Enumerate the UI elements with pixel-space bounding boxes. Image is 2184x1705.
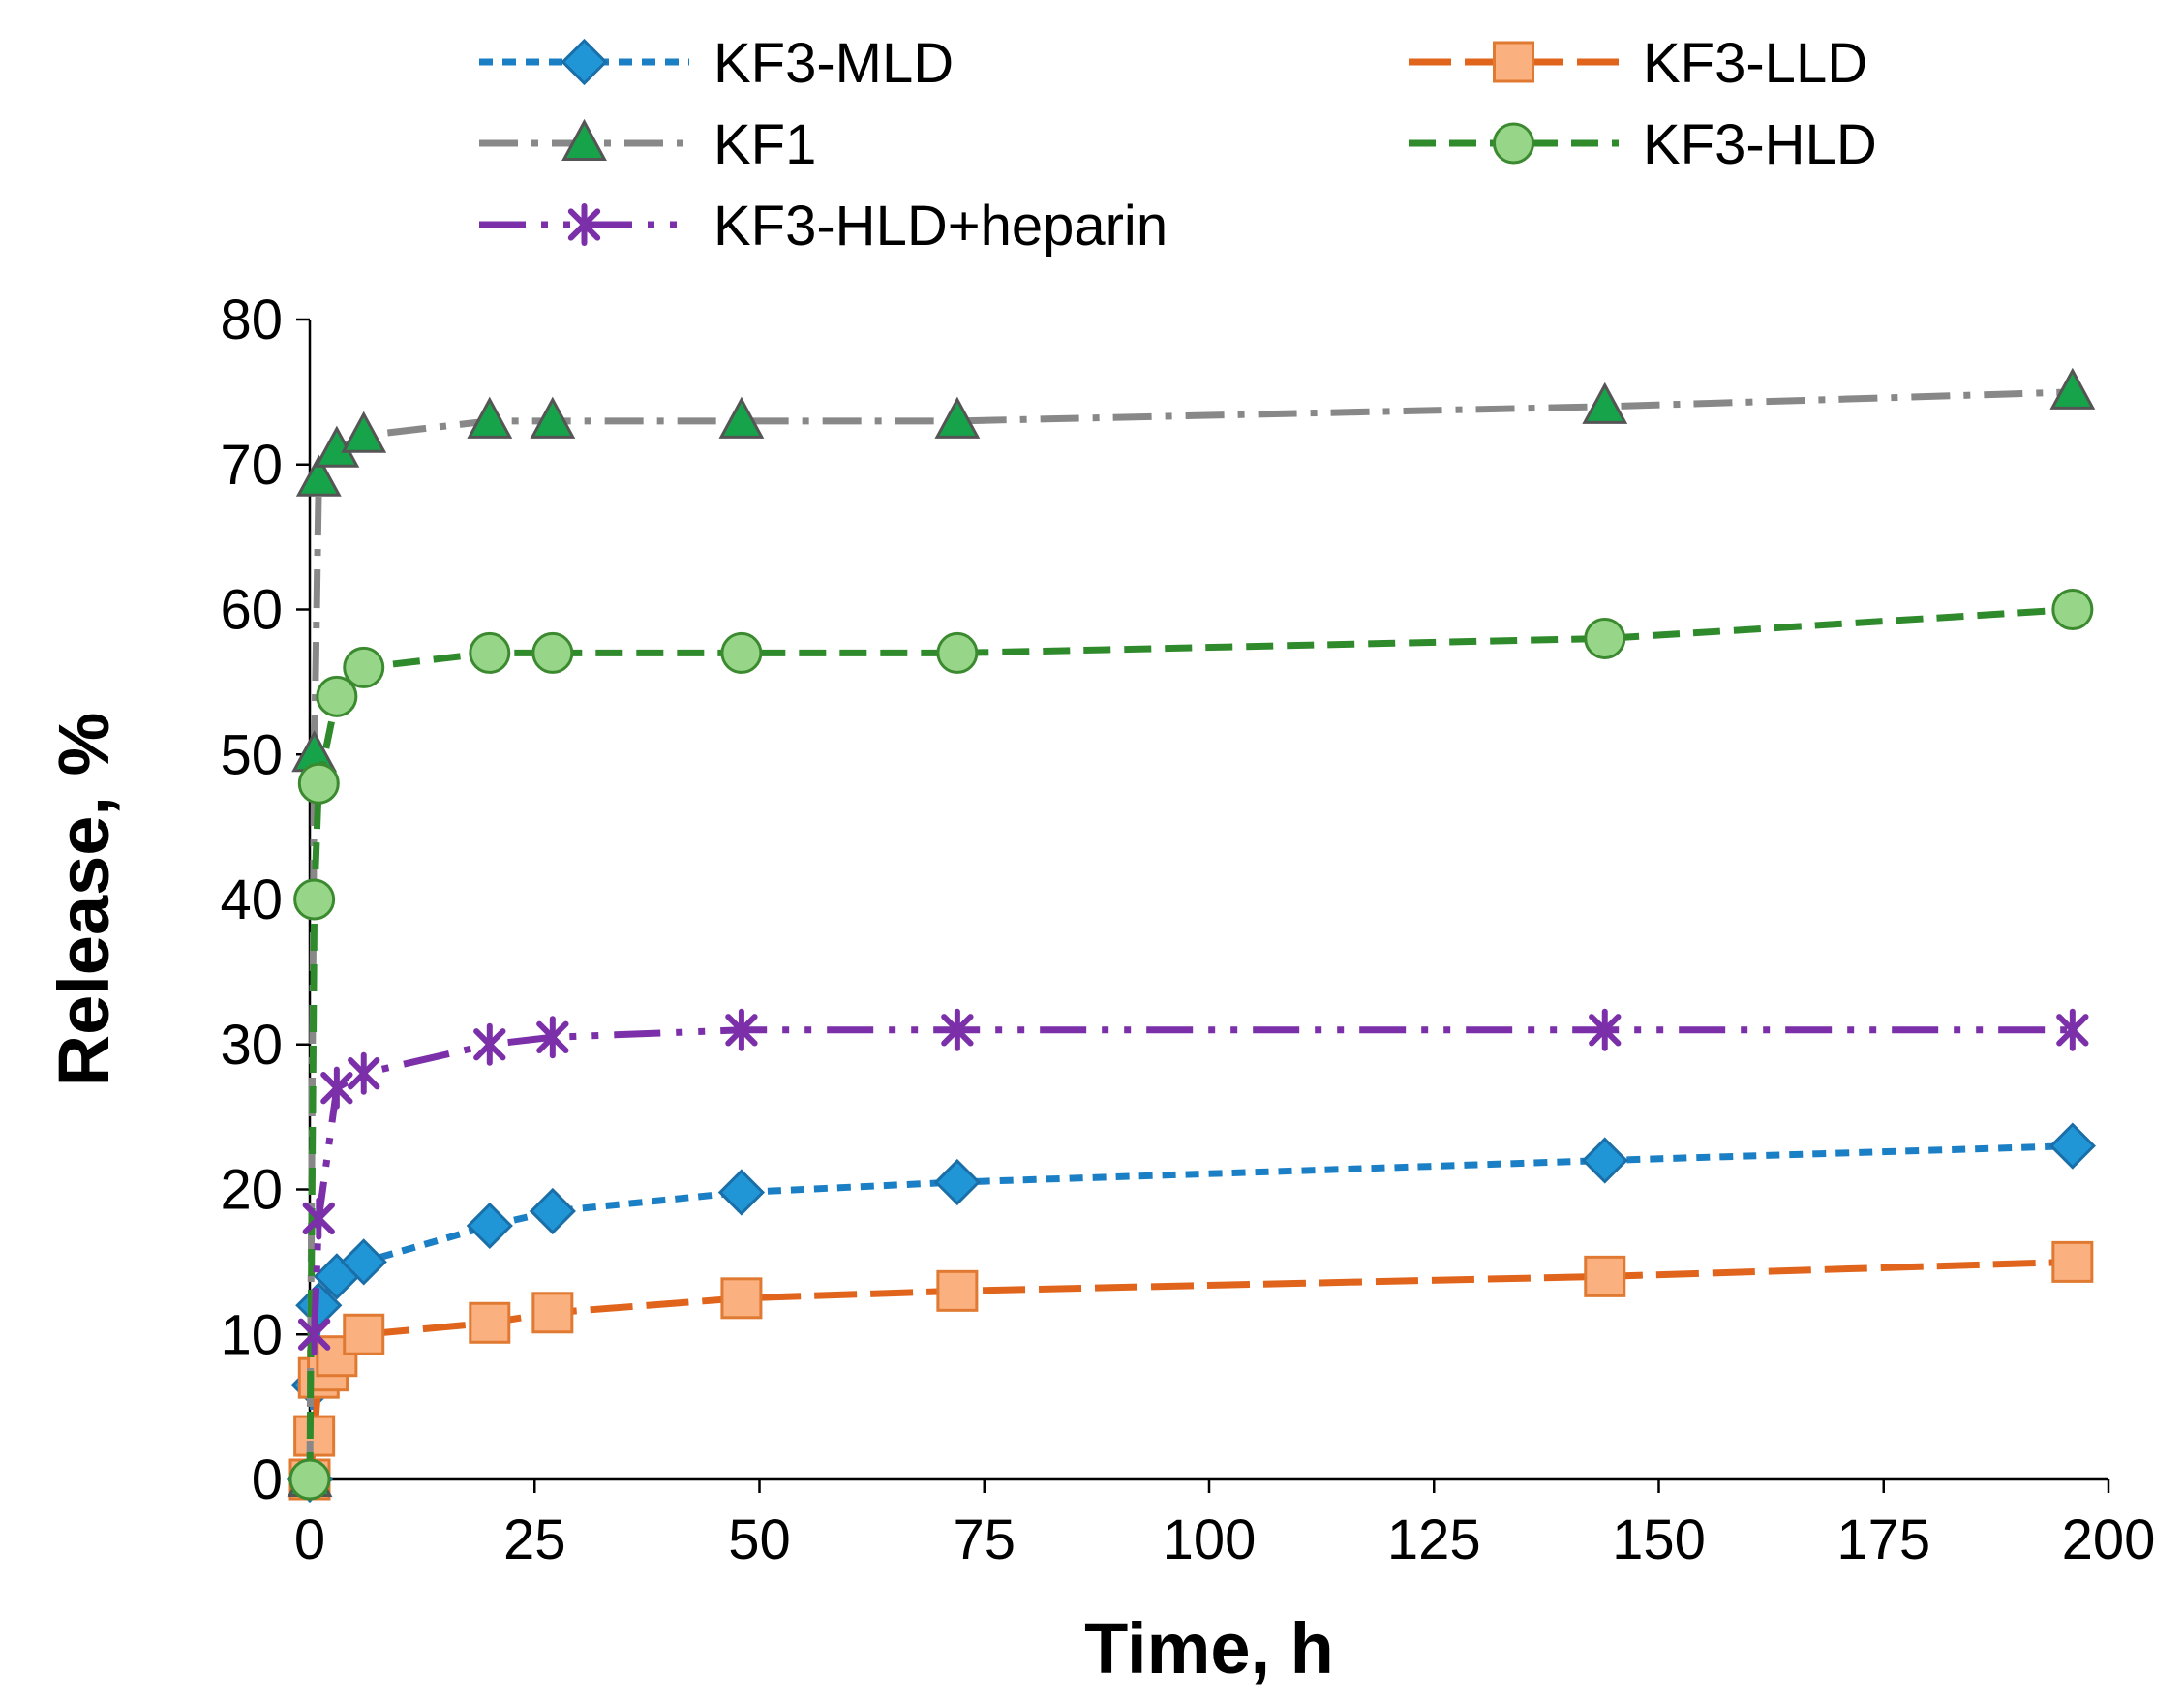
legend-entry-kf1: KF1: [479, 113, 816, 176]
data-point: [320, 1066, 353, 1110]
data-point: [340, 1238, 387, 1286]
legend-label: KF3-MLD: [713, 32, 954, 95]
series-kf3-hld-heparin: [297, 1008, 2089, 1356]
x-axis-title: Time, h: [1084, 1608, 1334, 1689]
data-point: [933, 1158, 982, 1206]
legend-entry-kf3-mld: KF3-MLD: [479, 32, 954, 95]
data-point: [718, 396, 765, 439]
tick-labels: 0 10 20 30 40 50 60 70 80 0 25 50 75 100 125 150 175 200: [220, 289, 2155, 1571]
series-kf3-lld: [288, 1240, 2094, 1501]
series-line: [306, 606, 2074, 1480]
data-point: [2051, 1240, 2094, 1283]
y-tick-label: 0: [252, 1448, 283, 1511]
y-tick-label: 80: [220, 289, 283, 351]
x-tick-label: 50: [728, 1508, 791, 1571]
data-point: [297, 762, 340, 805]
data-point: [343, 646, 385, 688]
data-point: [1581, 1137, 1628, 1184]
data-point: [529, 1187, 576, 1235]
data-point: [316, 675, 358, 717]
data-point: [2048, 1122, 2096, 1170]
legend-marker: [1493, 122, 1534, 165]
y-tick-label: 20: [220, 1159, 283, 1222]
legend-entry-kf3-lld: KF3-LLD: [1409, 32, 1867, 95]
plot-area: [286, 367, 2096, 1504]
data-point: [293, 878, 336, 921]
data-point: [530, 396, 576, 439]
legend-marker: [561, 118, 607, 161]
legend-label: KF3-LLD: [1643, 32, 1867, 95]
legend-entry-kf3-hld-heparin: KF3-HLD+heparin: [479, 195, 1168, 258]
data-point: [720, 631, 763, 674]
data-point: [473, 1022, 506, 1066]
legend-label: KF1: [713, 113, 816, 176]
data-point: [469, 631, 511, 674]
legend-label: KF3-HLD+heparin: [713, 195, 1168, 258]
y-tick-label: 70: [220, 434, 283, 497]
y-axis-title: Release, %: [44, 713, 124, 1087]
series-line: [306, 388, 2073, 1480]
legend-label: KF3-HLD: [1643, 113, 1877, 176]
data-point: [288, 1458, 331, 1501]
data-point: [725, 1008, 758, 1051]
data-point: [941, 1008, 974, 1051]
data-point: [720, 1277, 763, 1320]
data-point: [469, 1301, 511, 1344]
legend: KF3-MLD KF3-LLD KF1 KF3-HLD KF3-HLD+heparin: [479, 32, 1877, 258]
x-tick-label: 200: [2062, 1508, 2156, 1571]
y-tick-label: 10: [220, 1303, 283, 1366]
data-point: [536, 1016, 569, 1059]
y-tick-label: 40: [220, 868, 283, 931]
y-tick-label: 50: [220, 723, 283, 786]
data-point: [2051, 589, 2094, 630]
y-tick-label: 60: [220, 579, 283, 642]
data-point: [2056, 1008, 2089, 1051]
data-point: [343, 1313, 385, 1355]
data-point: [531, 1292, 574, 1334]
data-point: [302, 1197, 335, 1240]
data-point: [1584, 1255, 1626, 1297]
data-point: [934, 396, 981, 439]
series-line: [306, 1258, 2073, 1480]
legend-marker: [1493, 41, 1534, 83]
data-point: [467, 396, 513, 439]
data-point: [466, 1202, 513, 1250]
data-point: [2049, 367, 2096, 410]
x-tick-label: 175: [1836, 1508, 1930, 1571]
data-point: [717, 1169, 766, 1216]
data-point: [297, 1313, 331, 1356]
x-tick-label: 0: [294, 1508, 325, 1571]
data-point: [1589, 1008, 1622, 1051]
series-line: [311, 1026, 2073, 1335]
x-tick-label: 100: [1163, 1508, 1257, 1571]
data-point: [531, 631, 574, 674]
data-point: [936, 631, 979, 674]
x-tick-label: 150: [1612, 1508, 1706, 1571]
x-tick-label: 75: [953, 1508, 1016, 1571]
x-tick-label: 25: [503, 1508, 566, 1571]
data-point: [341, 411, 387, 453]
series-kf3-hld: [288, 589, 2094, 1501]
legend-marker: [567, 203, 601, 246]
data-point: [1584, 617, 1626, 659]
data-point: [1582, 381, 1628, 424]
data-point: [293, 1415, 336, 1457]
legend-marker: [561, 38, 608, 86]
data-point: [348, 1051, 380, 1095]
data-point: [295, 454, 342, 497]
y-tick-label: 30: [220, 1014, 283, 1077]
x-tick-label: 125: [1387, 1508, 1481, 1571]
legend-entry-kf3-hld: KF3-HLD: [1409, 113, 1877, 176]
data-point: [936, 1269, 979, 1312]
